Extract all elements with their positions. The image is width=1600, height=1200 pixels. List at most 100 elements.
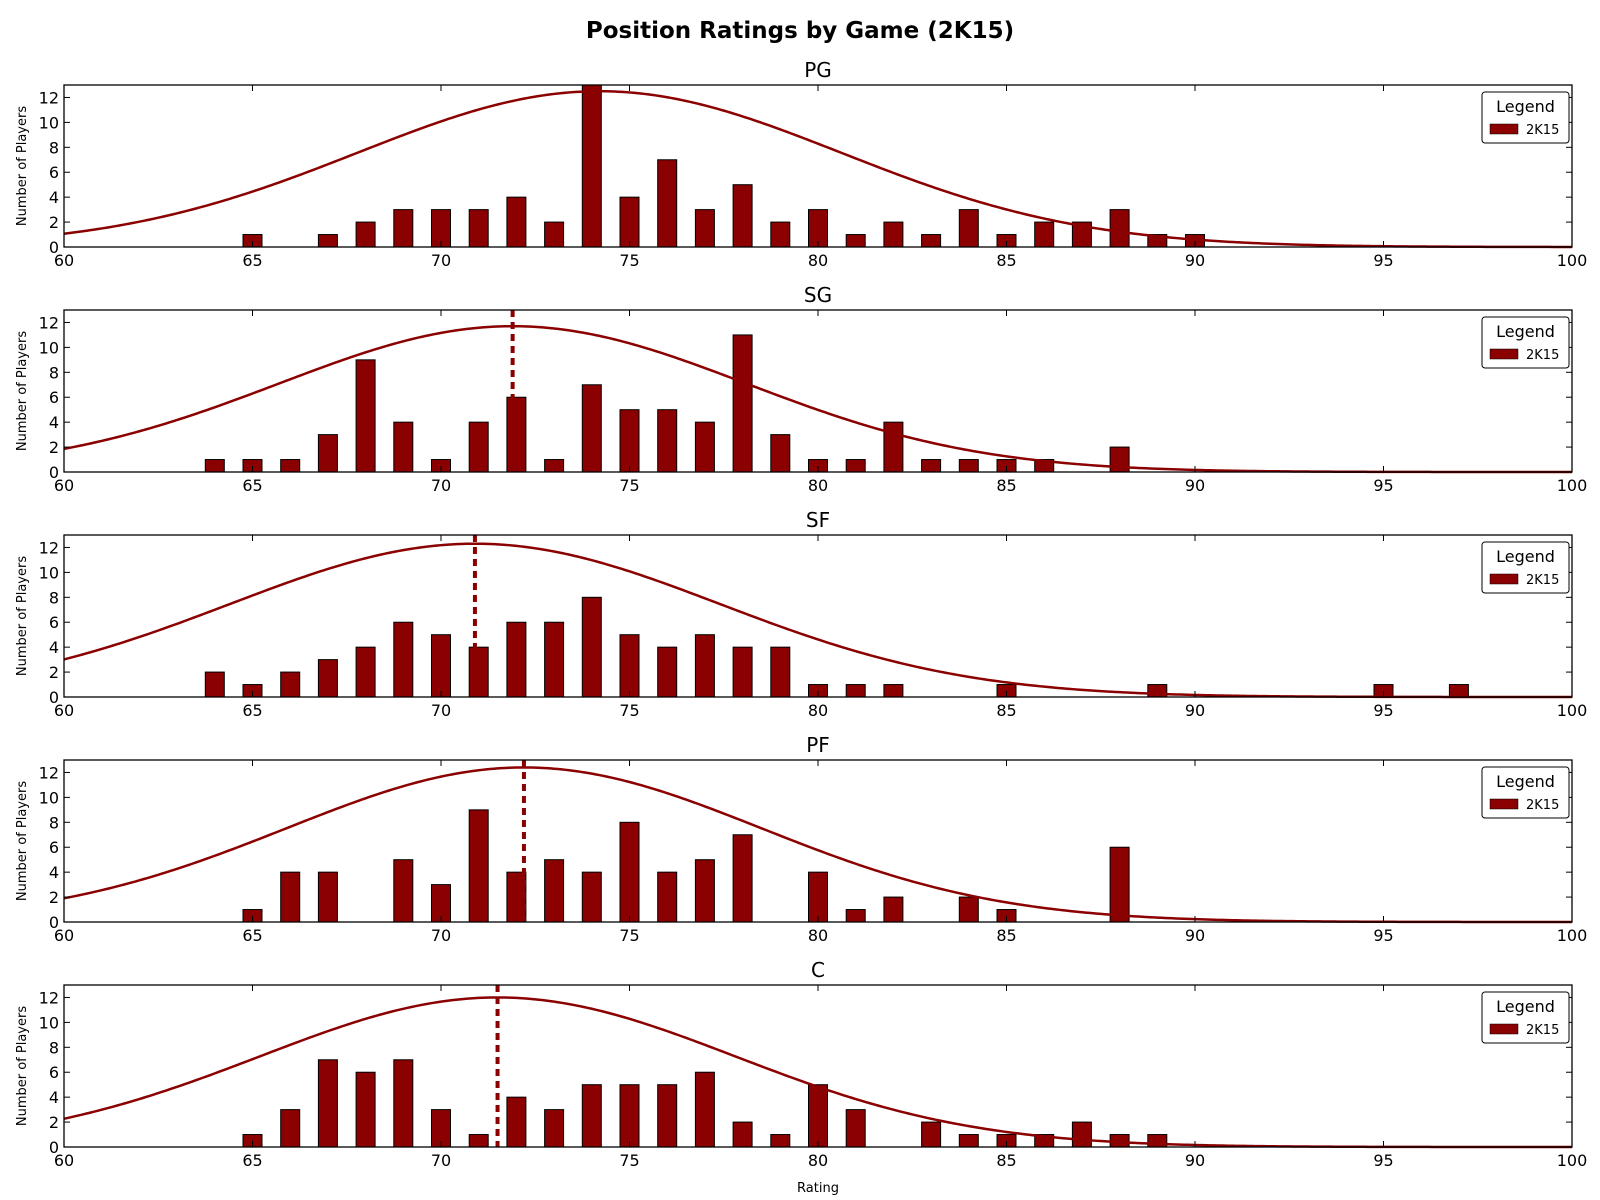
bar xyxy=(506,1096,527,1148)
y-tick-label: 6 xyxy=(49,838,59,857)
figure-title: Position Ratings by Game (2K15) xyxy=(585,18,1015,44)
bar xyxy=(732,184,753,248)
y-tick-label: 6 xyxy=(49,613,59,632)
bar xyxy=(280,1109,301,1148)
bar xyxy=(204,459,225,473)
legend-title: Legend xyxy=(1496,772,1555,791)
bar xyxy=(355,221,376,248)
bar xyxy=(619,196,640,248)
bar xyxy=(958,459,979,473)
bar xyxy=(883,684,904,698)
bar xyxy=(845,684,866,698)
bar xyxy=(1109,846,1130,923)
x-tick-label: 70 xyxy=(431,476,451,495)
y-axis-label: Number of Players xyxy=(15,331,30,451)
bar xyxy=(468,809,489,923)
y-tick-label: 4 xyxy=(49,413,59,432)
bar xyxy=(883,221,904,248)
bar xyxy=(808,871,828,923)
x-tick-label: 90 xyxy=(1185,701,1205,720)
fit-curve xyxy=(63,89,1572,249)
legend-entry: 2K15 xyxy=(1526,348,1559,363)
y-tick-label: 10 xyxy=(39,113,59,132)
subplot-title: SF xyxy=(806,508,830,532)
x-tick-label: 95 xyxy=(1373,476,1393,495)
bar xyxy=(770,221,791,248)
y-tick-label: 2 xyxy=(49,1113,59,1132)
y-tick-label: 10 xyxy=(39,788,59,807)
legend-swatch xyxy=(1489,348,1519,360)
bar xyxy=(544,859,565,923)
bar xyxy=(1109,209,1130,248)
y-tick-label: 8 xyxy=(49,363,59,382)
x-tick-label: 75 xyxy=(619,251,639,270)
bar xyxy=(544,221,565,248)
x-tick-label: 90 xyxy=(1185,476,1205,495)
bar xyxy=(317,659,338,698)
bar xyxy=(883,421,904,473)
bar xyxy=(581,596,602,698)
bar xyxy=(619,409,640,473)
bar xyxy=(506,396,527,473)
x-tick-label: 60 xyxy=(54,476,74,495)
bar xyxy=(280,871,301,923)
x-tick-label: 100 xyxy=(1557,701,1588,720)
y-tick-label: 6 xyxy=(49,1063,59,1082)
y-tick-label: 4 xyxy=(49,188,59,207)
x-tick-label: 75 xyxy=(619,476,639,495)
x-tick-label: 80 xyxy=(808,251,828,270)
bar xyxy=(657,159,678,248)
y-tick-label: 10 xyxy=(39,1013,59,1032)
bar xyxy=(958,209,979,248)
legend: Legend 2K15 xyxy=(1481,91,1570,144)
legend-entry: 2K15 xyxy=(1526,123,1559,138)
bar xyxy=(732,646,753,698)
bar xyxy=(581,384,602,473)
bar xyxy=(355,646,376,698)
bar xyxy=(770,646,791,698)
bar xyxy=(581,871,602,923)
y-tick-label: 0 xyxy=(49,913,59,932)
fit-curve xyxy=(63,324,1572,474)
y-tick-label: 12 xyxy=(39,538,59,557)
bar xyxy=(619,1084,640,1148)
bar xyxy=(393,421,414,473)
bar xyxy=(468,1134,489,1148)
bar xyxy=(544,459,565,473)
x-axis-label: Rating xyxy=(797,1181,839,1196)
x-tick-label: 75 xyxy=(619,701,639,720)
bar xyxy=(544,621,565,698)
legend-title: Legend xyxy=(1496,97,1555,116)
x-tick-label: 85 xyxy=(996,251,1016,270)
subplot-title: PG xyxy=(804,58,832,82)
bar xyxy=(845,234,866,248)
legend-swatch xyxy=(1489,1023,1519,1035)
bar xyxy=(845,459,866,473)
x-tick-label: 60 xyxy=(54,701,74,720)
x-tick-label: 65 xyxy=(242,926,262,945)
x-tick-label: 90 xyxy=(1185,926,1205,945)
bar xyxy=(808,1084,828,1148)
bar xyxy=(732,1121,753,1148)
x-tick-label: 75 xyxy=(619,926,639,945)
y-tick-label: 6 xyxy=(49,388,59,407)
subplot-sg: SG Number of Players 60 65 70 75 80 85 90 95 100 0 2… xyxy=(15,283,1587,495)
y-tick-label: 6 xyxy=(49,163,59,182)
legend-swatch xyxy=(1489,798,1519,810)
subplot-title: PF xyxy=(806,733,830,757)
bar xyxy=(845,1109,866,1148)
x-tick-label: 65 xyxy=(242,476,262,495)
bar xyxy=(958,896,979,923)
bar xyxy=(694,209,715,248)
bar xyxy=(921,459,942,473)
y-axis-label: Number of Players xyxy=(15,781,30,901)
bar xyxy=(694,421,715,473)
bar xyxy=(204,671,225,698)
x-tick-label: 100 xyxy=(1557,926,1588,945)
bar xyxy=(280,671,301,698)
subplot-pg: PG Number of Players 60 65 70 75 80 85 90 95 100 0 2… xyxy=(15,58,1587,270)
legend-swatch xyxy=(1489,123,1519,135)
legend-entry: 2K15 xyxy=(1526,573,1559,588)
x-tick-label: 85 xyxy=(996,926,1016,945)
